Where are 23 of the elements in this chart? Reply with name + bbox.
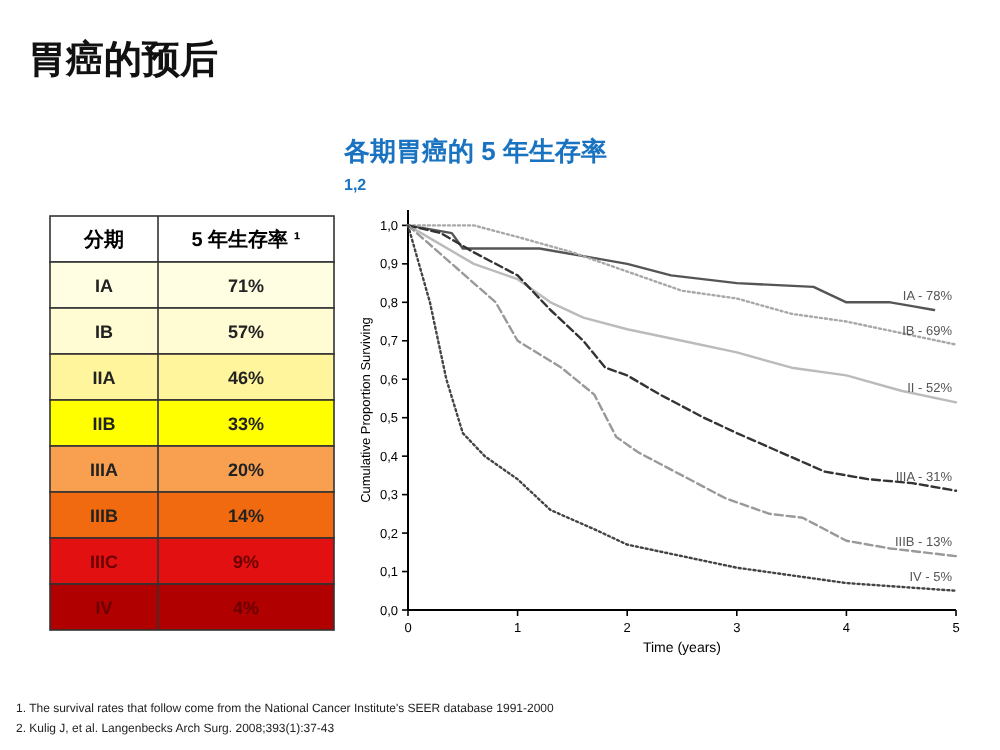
text: 胃癌的预后 bbox=[28, 38, 218, 82]
category-label: IIA bbox=[92, 368, 117, 388]
text: 46% bbox=[227, 368, 265, 388]
category-label: IV bbox=[95, 598, 113, 618]
text: 71% bbox=[227, 276, 265, 296]
text: 4% bbox=[232, 598, 260, 618]
text: 分期 bbox=[82, 228, 124, 252]
text: 5 年生存率 ¹ bbox=[191, 228, 302, 252]
category-label: IB bbox=[95, 322, 114, 342]
category-label: IIB bbox=[92, 414, 117, 434]
text: 9% bbox=[232, 552, 260, 572]
chart-subtitle: 1,2 bbox=[344, 176, 368, 194]
text: 33% bbox=[227, 414, 265, 434]
category-label: IIIA bbox=[89, 460, 119, 480]
line-series bbox=[406, 224, 958, 346]
category-label: IIIB bbox=[89, 506, 119, 526]
chart-title: 各期胃癌的 5 年生存率 bbox=[342, 136, 607, 166]
line-series bbox=[406, 224, 958, 492]
text: 57% bbox=[227, 322, 265, 342]
category-label: IIIC bbox=[89, 552, 119, 572]
text: 14% bbox=[227, 506, 265, 526]
category-label: IA bbox=[95, 276, 114, 296]
text: 20% bbox=[227, 460, 265, 480]
